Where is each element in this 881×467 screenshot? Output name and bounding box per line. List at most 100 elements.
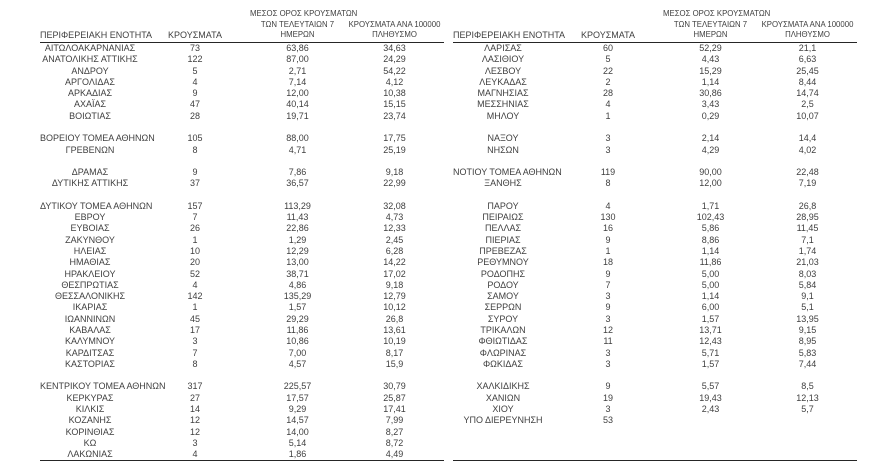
region-cell: ΑΡΚΑΔΙΑΣ xyxy=(67,88,113,99)
cases-cell: 8 xyxy=(192,358,198,369)
per100k-cell: 8,72 xyxy=(385,437,404,448)
per100k-cell: 34,63 xyxy=(383,43,406,53)
col-header-cases-label: ΚΡΟΥΣΜΑΤΑ xyxy=(168,30,222,40)
per100k-cell xyxy=(758,415,857,426)
cases-cell: 9 xyxy=(605,381,611,392)
avg7-cell: 14,57 xyxy=(286,415,309,426)
table-row: ΠΡΕΒΕΖΑΣ 1 1,14 1,74 xyxy=(453,246,857,257)
spacer-row xyxy=(40,370,444,381)
region-cell xyxy=(453,449,553,461)
cases-cell: 119 xyxy=(600,167,616,178)
region-cell: ΝΟΤΙΟΥ ΤΟΜΕΑ ΑΘΗΝΩΝ xyxy=(453,167,562,178)
cases-cell: 9 xyxy=(605,302,611,313)
region-cell: ΗΛΕΙΑΣ xyxy=(73,246,107,257)
region-cell: ΚΕΡΚΥΡΑΣ xyxy=(66,392,114,403)
avg7-cell: 5,57 xyxy=(701,381,720,392)
per100k-cell: 54,22 xyxy=(383,65,406,76)
col-header-avg7-line2: ΤΩΝ ΤΕΛΕΥΤΑΙΩΝ 7 xyxy=(260,19,335,29)
avg7-cell: 0,29 xyxy=(701,110,720,121)
cases-cell: 3 xyxy=(605,313,611,324)
region-cell: ΛΑΚΩΝΙΑΣ xyxy=(67,449,113,460)
table-row: ΝΟΤΙΟΥ ΤΟΜΕΑ ΑΘΗΝΩΝ 119 90,00 22,48 xyxy=(453,167,857,178)
spacer-row xyxy=(453,427,857,438)
table-row: ΛΑΚΩΝΙΑΣ 4 1,86 4,49 xyxy=(40,449,444,461)
cases-cell: 18 xyxy=(602,257,613,268)
regional-table-right: ΠΕΡΙΦΕΡΕΙΑΚΗ ΕΝΟΤΗΤΑ ΚΡΟΥΣΜΑΤΑ ΜΕΣΟΣ ΟΡΟ… xyxy=(453,6,857,462)
table-row: ΗΜΑΘΙΑΣ 20 13,00 14,22 xyxy=(40,257,444,268)
table-row: ΔΥΤΙΚΟΥ ΤΟΜΕΑ ΑΘΗΝΩΝ 157 113,29 32,08 xyxy=(40,201,444,212)
per100k-cell xyxy=(758,438,857,449)
cases-cell: 7 xyxy=(605,279,611,290)
per100k-cell: 17,02 xyxy=(383,268,406,279)
region-cell: ΚΑΒΑΛΑΣ xyxy=(69,324,111,335)
per100k-cell: 8,95 xyxy=(798,336,817,347)
cases-cell: 2 xyxy=(605,76,611,87)
per100k-cell: 8,27 xyxy=(385,426,404,437)
cases-cell xyxy=(553,156,663,167)
cases-cell: 37 xyxy=(189,178,200,189)
avg7-cell: 63,86 xyxy=(286,43,309,53)
table-row: ΛΕΣΒΟΥ 22 15,29 25,45 xyxy=(453,66,857,77)
cases-cell: 52 xyxy=(189,268,200,279)
cases-cell: 8 xyxy=(605,178,611,189)
region-cell: ΗΡΑΚΛΕΙΟΥ xyxy=(64,268,116,279)
cases-cell: 157 xyxy=(187,200,203,211)
col-header-avg7-line2: ΤΩΝ ΤΕΛΕΥΤΑΙΩΝ 7 xyxy=(673,19,748,29)
cases-cell: 45 xyxy=(189,313,200,324)
table-row: ΒΟΙΩΤΙΑΣ 28 19,71 23,74 xyxy=(40,111,444,122)
region-cell: ΑΧΑΪΑΣ xyxy=(73,99,107,110)
cases-cell: 3 xyxy=(605,403,611,414)
avg7-cell: 5,71 xyxy=(701,347,720,358)
cases-cell xyxy=(140,122,250,133)
cases-cell: 17 xyxy=(189,324,200,335)
avg7-cell: 19,43 xyxy=(699,392,722,403)
table-row: ΔΥΤΙΚΗΣ ΑΤΤΙΚΗΣ 37 36,57 22,99 xyxy=(40,178,444,189)
cases-cell: 12 xyxy=(189,426,200,437)
region-cell: ΚΕΝΤΡΙΚΟΥ ΤΟΜΕΑ ΑΘΗΝΩΝ xyxy=(40,381,166,392)
per100k-cell xyxy=(758,427,857,438)
table-row: ΤΡΙΚΑΛΩΝ 12 13,71 9,15 xyxy=(453,325,857,336)
col-header-avg7: ΜΕΣΟΣ ΟΡΟΣ ΚΡΟΥΣΜΑΤΩΝ ΤΩΝ ΤΕΛΕΥΤΑΙΩΝ 7 Η… xyxy=(663,6,770,43)
region-cell: ΑΝΔΡΟΥ xyxy=(71,65,109,76)
avg7-cell: 90,00 xyxy=(699,167,722,178)
cases-cell: 3 xyxy=(605,144,611,155)
avg7-cell: 36,57 xyxy=(286,178,309,189)
per100k-cell: 13,95 xyxy=(796,313,819,324)
avg7-cell xyxy=(663,438,758,449)
avg7-cell: 11,43 xyxy=(286,212,309,223)
region-cell: ΡΟΔΟΠΗΣ xyxy=(480,268,526,279)
avg7-cell: 29,29 xyxy=(286,313,309,324)
avg7-cell: 1,57 xyxy=(701,313,720,324)
avg7-cell: 1,57 xyxy=(701,358,720,369)
spacer-row xyxy=(40,156,444,167)
avg7-cell xyxy=(663,190,758,201)
cases-cell xyxy=(553,449,663,461)
region-cell: ΕΥΒΟΙΑΣ xyxy=(70,223,110,234)
region-cell: ΥΠΟ ΔΙΕΡΕΥΝΗΣΗ xyxy=(463,415,543,426)
table-row: ΗΡΑΚΛΕΙΟΥ 52 38,71 17,02 xyxy=(40,269,444,280)
table-row: ΣΥΡΟΥ 3 1,57 13,95 xyxy=(453,314,857,325)
cases-cell: 11 xyxy=(603,336,613,347)
per100k-cell: 26,8 xyxy=(385,313,404,324)
col-header-per100k-line1: ΚΡΟΥΣΜΑΤΑ ΑΝΑ 100000 xyxy=(761,19,854,29)
table-row: ΕΒΡΟΥ 7 11,43 4,73 xyxy=(40,212,444,223)
region-cell: ΑΝΑΤΟΛΙΚΗΣ ΑΤΤΙΚΗΣ xyxy=(42,54,138,65)
per100k-cell: 8,44 xyxy=(798,76,817,87)
per100k-cell: 26,8 xyxy=(798,200,817,211)
avg7-cell xyxy=(250,156,345,167)
per100k-cell: 6,28 xyxy=(385,246,404,257)
per100k-cell: 21,03 xyxy=(796,257,819,268)
table-row: ΘΕΣΠΡΩΤΙΑΣ 4 4,86 9,18 xyxy=(40,280,444,291)
avg7-cell: 30,86 xyxy=(699,88,722,99)
table-row: ΛΑΡΙΣΑΣ 60 52,29 21,1 xyxy=(453,43,857,55)
per100k-cell: 6,63 xyxy=(798,54,817,65)
avg7-cell: 87,00 xyxy=(286,54,309,65)
region-cell: ΛΑΡΙΣΑΣ xyxy=(484,43,522,53)
col-header-per100k-line2: ΠΛΗΘΥΣΜΟ xyxy=(785,30,830,40)
table-row: ΚΩ 3 5,14 8,72 xyxy=(40,438,444,449)
per100k-cell: 7,19 xyxy=(798,178,817,189)
region-cell: ΧΑΛΚΙΔΙΚΗΣ xyxy=(476,381,530,392)
region-cell: ΜΑΓΝΗΣΙΑΣ xyxy=(477,88,529,99)
region-cell: ΘΕΣΠΡΩΤΙΑΣ xyxy=(61,279,119,290)
region-cell: ΛΕΥΚΑΔΑΣ xyxy=(479,76,527,87)
